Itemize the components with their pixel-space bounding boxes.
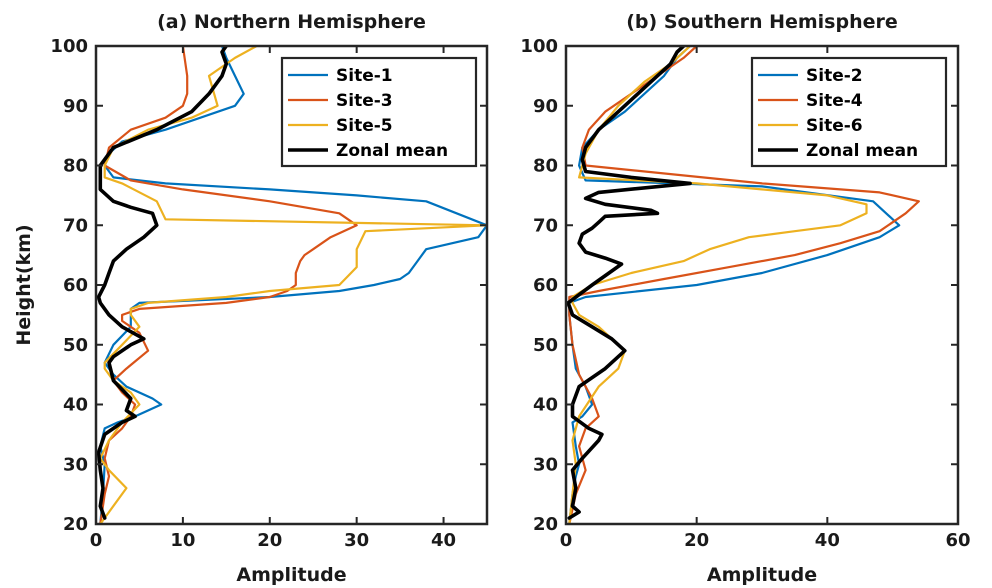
- x-tick-label: 20: [684, 530, 709, 551]
- y-tick-label: 20: [533, 514, 558, 535]
- x-tick-label: 30: [344, 530, 369, 551]
- y-tick-label: 20: [63, 514, 88, 535]
- legend: Site-2 Site-4 Site-6 Zonal mean: [750, 56, 948, 168]
- y-tick-label: 100: [520, 36, 558, 57]
- y-tick-label: 50: [533, 335, 558, 356]
- x-tick-label: 40: [815, 530, 840, 551]
- chart-title: (b) Southern Hemisphere: [626, 11, 898, 33]
- x-axis-label: Amplitude: [236, 564, 346, 586]
- chart-title: (a) Northern Hemisphere: [157, 11, 426, 33]
- y-tick-label: 90: [63, 96, 88, 117]
- x-tick-label: 40: [431, 530, 456, 551]
- x-tick-label: 10: [170, 530, 195, 551]
- series-line-zonal-mean: [566, 46, 692, 520]
- y-tick-label: 60: [533, 275, 558, 296]
- y-tick-label: 30: [533, 454, 558, 475]
- legend-label: Site-6: [806, 116, 863, 136]
- y-tick-label: 80: [63, 156, 88, 177]
- series-line-zonal-mean: [96, 46, 229, 520]
- y-tick-label: 90: [533, 96, 558, 117]
- legend-label: Site-4: [806, 91, 863, 111]
- legend: Site-1 Site-3 Site-5 Zonal mean: [280, 56, 478, 168]
- y-tick-label: 100: [50, 36, 88, 57]
- y-tick-label: 60: [63, 275, 88, 296]
- series-line-site-4: [568, 46, 920, 524]
- legend-label: Site-2: [806, 66, 863, 86]
- y-tick-label: 30: [63, 454, 88, 475]
- x-tick-label: 20: [257, 530, 282, 551]
- y-tick-label: 40: [63, 395, 88, 416]
- y-tick-label: 70: [533, 215, 558, 236]
- x-tick-label: 0: [560, 530, 573, 551]
- legend-label: Site-5: [336, 116, 393, 136]
- legend-label: Site-3: [336, 91, 393, 111]
- y-tick-label: 50: [63, 335, 88, 356]
- legend-label: Zonal mean: [336, 141, 448, 161]
- x-tick-label: 0: [90, 530, 103, 551]
- y-axis-label: Height(km): [13, 224, 35, 345]
- legend-label: Site-1: [336, 66, 393, 86]
- x-tick-label: 60: [945, 530, 970, 551]
- y-tick-label: 80: [533, 156, 558, 177]
- y-tick-label: 40: [533, 395, 558, 416]
- chart-panel-1: 20 30 40 50 60 70 80 90 100 0 10 20 30 40 (a) Northern…: [13, 11, 489, 586]
- x-axis-label: Amplitude: [707, 564, 817, 586]
- legend-label: Zonal mean: [806, 141, 918, 161]
- y-tick-label: 70: [63, 215, 88, 236]
